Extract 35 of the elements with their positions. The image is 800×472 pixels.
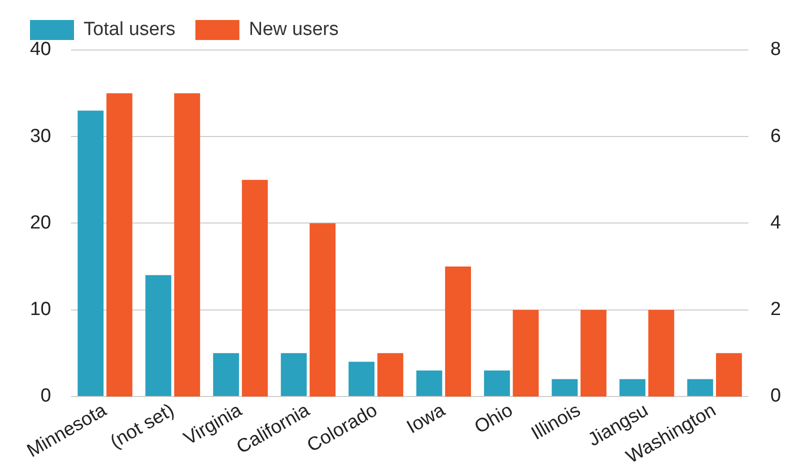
bar: [619, 379, 646, 396]
bar: [552, 379, 578, 396]
y2-tick-label: 2: [770, 299, 782, 320]
y2-tick-label: 6: [770, 126, 782, 147]
bar: [348, 362, 374, 396]
legend-label: New users: [248, 19, 339, 40]
bar: [484, 370, 510, 396]
y-tick-label: 30: [30, 126, 52, 147]
y-tick-label: 20: [30, 212, 52, 234]
bar: [106, 93, 132, 396]
bar: [580, 310, 606, 396]
x-tick-label: Ohio: [471, 400, 516, 438]
bar: [280, 353, 307, 396]
y2-tick-label: 8: [770, 39, 782, 60]
x-tick-label: Iowa: [404, 400, 450, 438]
y2-tick-label: 4: [770, 212, 782, 234]
bar: [310, 223, 336, 396]
y-tick-label: 0: [40, 386, 52, 407]
bar: [445, 266, 471, 396]
bar: [687, 379, 714, 396]
bar: [512, 310, 539, 396]
bar: [377, 353, 404, 396]
bar: [716, 353, 742, 396]
y-tick-label: 10: [30, 299, 52, 320]
bar: [648, 310, 674, 396]
bar: [145, 275, 172, 396]
bar: [174, 93, 200, 396]
bar: [78, 110, 104, 396]
bar: [416, 370, 442, 396]
legend-label: Total users: [84, 19, 176, 40]
y2-tick-label: 0: [770, 386, 782, 407]
bar: [213, 353, 240, 396]
bar: [242, 180, 268, 396]
x-tick-label: (not set): [106, 400, 178, 454]
y-tick-label: 40: [30, 39, 52, 60]
